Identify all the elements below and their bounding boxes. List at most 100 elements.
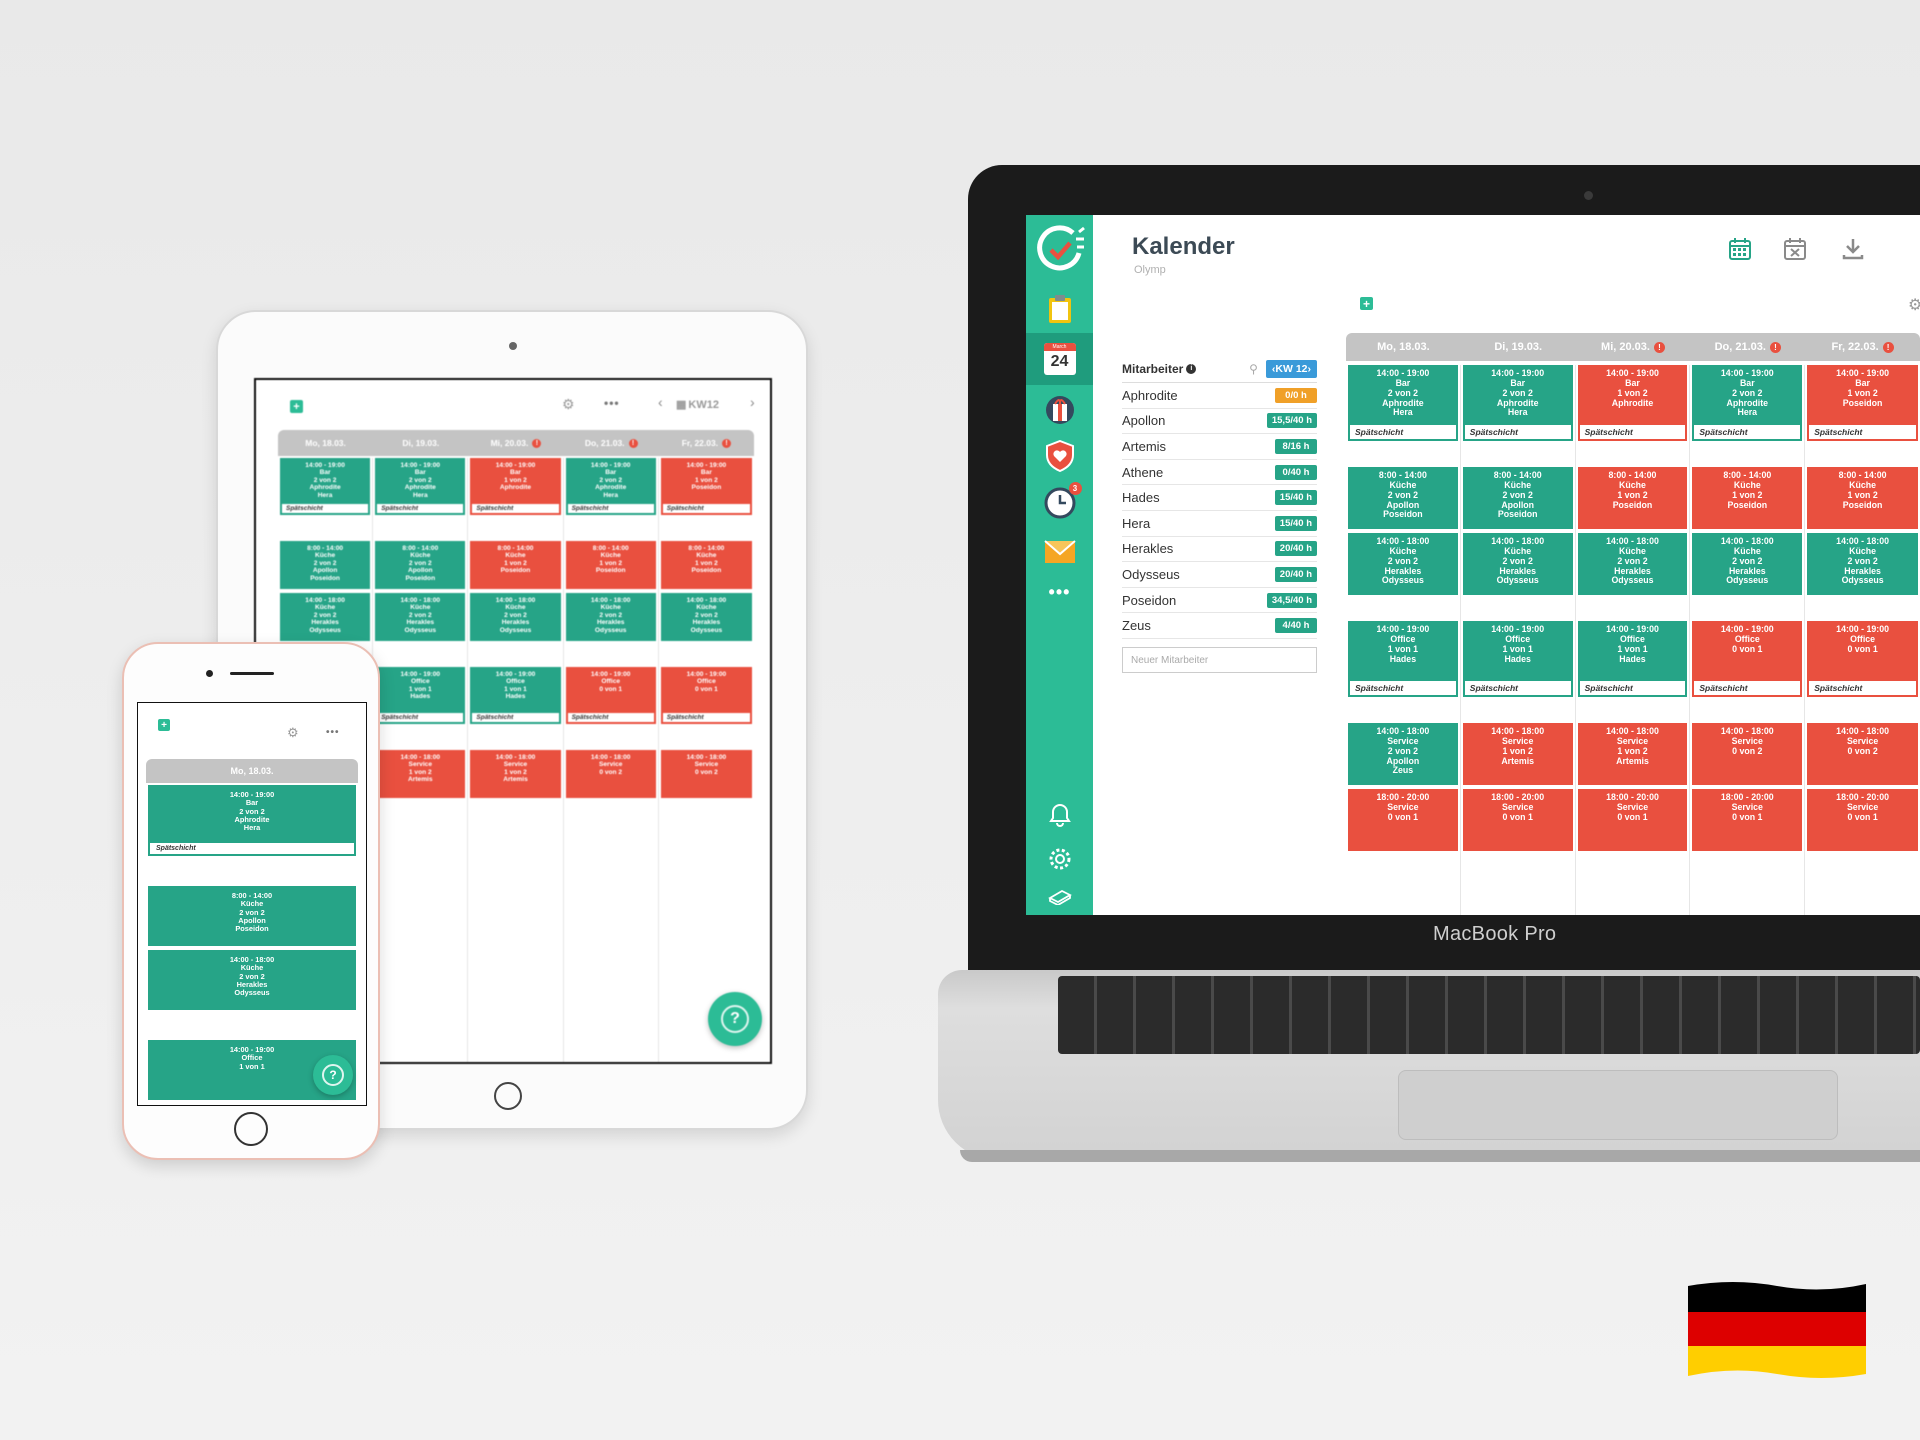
shift-card[interactable]: 14:00 - 18:00 Küche 2 von 2 Herakles Odysseu… bbox=[1577, 533, 1688, 595]
day-header[interactable]: Do, 21.03.! bbox=[564, 430, 659, 456]
shift-card[interactable]: 14:00 - 18:00 Service 0 von 2 bbox=[1807, 723, 1918, 785]
empty-slot[interactable] bbox=[659, 728, 754, 750]
shift-card[interactable]: 14:00 - 19:00 Bar 2 von 2 Aphrodite Hera Spät… bbox=[565, 458, 656, 515]
employee-row[interactable]: Odysseus 20/40 h bbox=[1122, 562, 1317, 588]
day-header[interactable]: Di, 19.03. bbox=[373, 430, 468, 456]
empty-slot[interactable] bbox=[564, 728, 658, 750]
employee-row[interactable]: Zeus 4/40 h bbox=[1122, 613, 1317, 639]
day-header[interactable]: Fr, 22.03.! bbox=[659, 430, 754, 456]
shift-card[interactable]: 14:00 - 18:00 Küche 2 von 2 Herakles Odysseu… bbox=[1462, 533, 1573, 595]
employee-row[interactable]: Hera 15/40 h bbox=[1122, 511, 1317, 537]
calendar-x-icon[interactable] bbox=[1783, 237, 1807, 266]
tablet-home-button[interactable] bbox=[494, 1082, 522, 1110]
more-icon[interactable]: ••• bbox=[1048, 581, 1071, 602]
employee-row[interactable]: Hades 15/40 h bbox=[1122, 485, 1317, 511]
empty-slot[interactable] bbox=[659, 519, 754, 541]
shift-card[interactable]: 18:00 - 20:00 Service 0 von 1 bbox=[1807, 789, 1918, 851]
shift-card[interactable]: 8:00 - 14:00 Küche 2 von 2 Apollon Poseidon bbox=[280, 541, 371, 589]
tablet-week[interactable]: ▦ KW12 bbox=[676, 398, 719, 412]
shift-card[interactable]: 14:00 - 18:00 Küche 2 von 2 Herakles Odysseu… bbox=[565, 593, 656, 641]
phone-gear-icon[interactable]: ⚙ bbox=[287, 725, 299, 740]
empty-slot[interactable] bbox=[1805, 599, 1920, 621]
shift-card[interactable]: 14:00 - 18:00 Küche 2 von 2 Herakles Odysseu… bbox=[470, 593, 561, 641]
employee-row[interactable]: Aphrodite 0/0 h bbox=[1122, 383, 1317, 409]
empty-slot[interactable] bbox=[1461, 445, 1575, 467]
empty-slot[interactable] bbox=[1346, 599, 1460, 621]
shift-card[interactable]: 14:00 - 18:00 Service 2 von 2 Apollon Zeus bbox=[1348, 723, 1458, 785]
phone-home-button[interactable] bbox=[234, 1112, 268, 1146]
gear-icon[interactable] bbox=[1026, 841, 1093, 877]
empty-slot[interactable] bbox=[1805, 445, 1920, 467]
shift-card[interactable]: 8:00 - 14:00 Küche 1 von 2 Poseidon bbox=[660, 541, 752, 589]
download-icon[interactable] bbox=[1841, 237, 1865, 266]
day-header[interactable]: Di, 19.03. bbox=[1461, 333, 1576, 361]
shift-card[interactable]: 14:00 - 18:00 Küche 2 von 2 Herakles Odysseu… bbox=[280, 593, 371, 641]
empty-slot[interactable] bbox=[1805, 701, 1920, 723]
empty-slot[interactable] bbox=[1690, 701, 1804, 723]
shift-card[interactable]: 8:00 - 14:00 Küche 1 von 2 Poseidon bbox=[1807, 467, 1918, 529]
shift-card[interactable]: 14:00 - 19:00 Office 0 von 1 Spätschicht bbox=[565, 667, 656, 724]
shift-card[interactable]: 14:00 - 19:00 Bar 2 von 2 Aphrodite Hera Spät… bbox=[1692, 365, 1803, 441]
phone-add-button[interactable]: + bbox=[158, 719, 170, 731]
tablet-more-icon[interactable]: ••• bbox=[604, 396, 620, 410]
phone-more-icon[interactable]: ••• bbox=[326, 727, 340, 738]
add-shift-button[interactable]: + bbox=[1360, 297, 1373, 311]
shift-card[interactable]: 14:00 - 18:00 Küche 2 von 2 Herakles Odysseu… bbox=[660, 593, 752, 641]
shift-card[interactable]: 14:00 - 18:00 Service 0 von 2 bbox=[565, 750, 656, 798]
calendar-day-icon[interactable]: March 24 bbox=[1026, 333, 1093, 385]
tablet-prev-icon[interactable]: ‹ bbox=[658, 394, 663, 410]
shift-card[interactable]: 14:00 - 18:00 Service 0 von 2 bbox=[660, 750, 752, 798]
shift-card[interactable]: 8:00 - 14:00 Küche 1 von 2 Poseidon bbox=[1692, 467, 1803, 529]
shift-card[interactable]: 14:00 - 19:00 Bar 2 von 2 Aphrodite Hera Spät… bbox=[375, 458, 466, 515]
shift-card[interactable]: 14:00 - 18:00 Küche 2 von 2 Herakles Odysseu… bbox=[1692, 533, 1803, 595]
shift-card[interactable]: 14:00 - 19:00 Office 1 von 1 Hades Spätschic… bbox=[1577, 621, 1688, 697]
shift-card[interactable]: 14:00 - 18:00 Service 1 von 2 Artemis bbox=[1577, 723, 1688, 785]
phone-help-button[interactable]: ? bbox=[313, 1055, 353, 1095]
shift-card[interactable]: 8:00 - 14:00 Küche 1 von 2 Poseidon bbox=[470, 541, 561, 589]
shift-card[interactable]: 14:00 - 19:00 Bar 1 von 2 Aphrodite Spätschi… bbox=[1577, 365, 1688, 441]
day-header[interactable]: Mo, 18.03. bbox=[1346, 333, 1461, 361]
week-button[interactable]: ‹KW 12› bbox=[1265, 359, 1317, 378]
shift-card[interactable]: 14:00 - 19:00 Office 0 von 1 Spätschicht bbox=[1692, 621, 1803, 697]
bell-icon[interactable] bbox=[1026, 797, 1093, 833]
empty-slot[interactable] bbox=[659, 645, 754, 667]
shift-card[interactable]: 18:00 - 20:00 Service 0 von 1 bbox=[1692, 789, 1803, 851]
tablet-next-icon[interactable]: › bbox=[750, 394, 755, 410]
shift-card[interactable]: 18:00 - 20:00 Service 0 von 1 bbox=[1462, 789, 1573, 851]
gift-icon[interactable] bbox=[1026, 387, 1093, 433]
empty-slot[interactable] bbox=[1346, 701, 1460, 723]
shift-card[interactable]: 14:00 - 19:00 Bar 1 von 2 Aphrodite Spätschi… bbox=[470, 458, 561, 515]
employee-row[interactable]: Herakles 20/40 h bbox=[1122, 537, 1317, 563]
empty-slot[interactable] bbox=[373, 519, 467, 541]
empty-slot[interactable] bbox=[1690, 445, 1804, 467]
shift-card[interactable]: 14:00 - 19:00 Bar 2 von 2 Aphrodite Hera Spät… bbox=[1348, 365, 1458, 441]
empty-slot[interactable] bbox=[564, 519, 658, 541]
empty-slot[interactable] bbox=[1461, 599, 1575, 621]
empty-slot[interactable] bbox=[564, 645, 658, 667]
shift-card[interactable]: 14:00 - 18:00 Küche 2 von 2 Herakles Odysseu… bbox=[148, 950, 356, 1010]
empty-slot[interactable] bbox=[1576, 445, 1690, 467]
employee-row[interactable]: Poseidon 34,5/40 h bbox=[1122, 588, 1317, 614]
info-icon[interactable]: i bbox=[1186, 363, 1197, 374]
day-header[interactable]: Do, 21.03.! bbox=[1690, 333, 1805, 361]
new-employee-input[interactable]: Neuer Mitarbeiter bbox=[1122, 646, 1317, 673]
empty-slot[interactable] bbox=[1690, 599, 1804, 621]
shift-card[interactable]: 8:00 - 14:00 Küche 2 von 2 Apollon Poseidon bbox=[375, 541, 466, 589]
shift-card[interactable]: 14:00 - 18:00 Service 1 von 2 Artemis bbox=[1462, 723, 1573, 785]
shift-card[interactable]: 14:00 - 19:00 Bar 2 von 2 Aphrodite Hera Spät… bbox=[148, 785, 356, 856]
day-header[interactable]: Fr, 22.03.! bbox=[1805, 333, 1920, 361]
empty-slot[interactable] bbox=[468, 645, 562, 667]
empty-slot[interactable] bbox=[468, 519, 562, 541]
shift-card[interactable]: 14:00 - 19:00 Office 1 von 1 Hades Spätschic… bbox=[1462, 621, 1573, 697]
shift-card[interactable]: 14:00 - 19:00 Bar 2 von 2 Aphrodite Hera Spät… bbox=[1462, 365, 1573, 441]
shift-card[interactable]: 18:00 - 20:00 Service 0 von 1 bbox=[1348, 789, 1458, 851]
tablet-gear-icon[interactable]: ⚙ bbox=[562, 396, 575, 412]
empty-slot[interactable] bbox=[1576, 701, 1690, 723]
empty-slot[interactable] bbox=[1461, 701, 1575, 723]
shift-card[interactable]: 8:00 - 14:00 Küche 1 von 2 Poseidon bbox=[565, 541, 656, 589]
empty-slot[interactable] bbox=[1576, 599, 1690, 621]
tablet-add-button[interactable]: + bbox=[290, 400, 303, 413]
employee-row[interactable]: Artemis 8/16 h bbox=[1122, 434, 1317, 460]
shift-card[interactable]: 14:00 - 18:00 Service 1 von 2 Artemis bbox=[375, 750, 466, 798]
shift-card[interactable]: 14:00 - 18:00 Küche 2 von 2 Herakles Odysseu… bbox=[1807, 533, 1918, 595]
